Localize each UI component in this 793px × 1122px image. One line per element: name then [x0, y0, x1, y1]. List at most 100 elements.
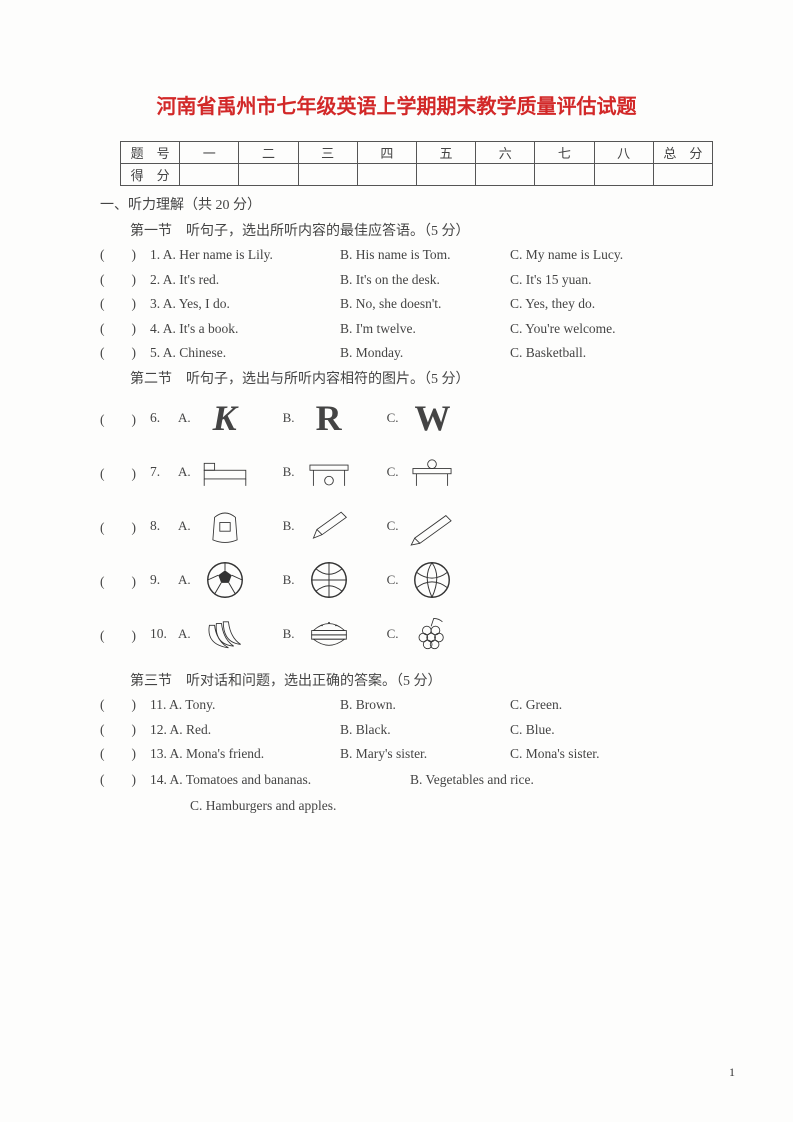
opt-c: C. Green. [510, 694, 693, 716]
soccer-ball-icon [197, 556, 253, 604]
question-row: ( ) 5. A. Chinese. B. Monday. C. Basketb… [100, 342, 693, 364]
answer-blank: ( ) [100, 408, 150, 428]
cell: 五 [416, 142, 475, 164]
opt-a: A. Her name is Lily. [163, 247, 273, 262]
cell: 得 分 [121, 164, 180, 186]
blank-spacer [100, 795, 150, 817]
question-row: ( ) 14. A. Tomatoes and bananas. B. Vege… [100, 768, 693, 792]
qnum: 11. [150, 697, 166, 712]
opt-c: C. My name is Lucy. [510, 244, 693, 266]
answer-blank: ( ) [100, 293, 150, 315]
part3-heading: 第三节 听对话和问题，选出正确的答案。（5 分） [130, 670, 693, 690]
picture-row: ( ) 6. A. K B. R C. W [100, 394, 693, 442]
qnum: 10. [150, 626, 178, 642]
opt-b: B. I'm twelve. [340, 318, 510, 340]
cell: 一 [180, 142, 239, 164]
opt-a: A. It's red. [163, 272, 219, 287]
section-heading: 一、听力理解（共 20 分） [100, 194, 693, 214]
picture-row: ( ) 10. A. B. C. [100, 610, 693, 658]
answer-blank: ( ) [100, 768, 150, 792]
opt-c: C. Yes, they do. [510, 293, 693, 315]
qnum: 8. [150, 518, 178, 534]
answer-blank: ( ) [100, 462, 150, 482]
opt-b: B. Brown. [340, 694, 510, 716]
pic-label: C. [387, 518, 399, 534]
pic-label: A. [178, 518, 191, 534]
pic-label: B. [283, 626, 295, 642]
answer-blank: ( ) [100, 516, 150, 536]
pic-label: C. [387, 410, 399, 426]
answer-blank: ( ) [100, 624, 150, 644]
opt-a: A. Chinese. [163, 345, 226, 360]
qnum: 13. [150, 746, 167, 761]
opt-a: A. It's a book. [163, 321, 239, 336]
pen-icon [301, 502, 357, 550]
question-row: ( ) 1. A. Her name is Lily. B. His name … [100, 244, 693, 266]
cell: 六 [476, 142, 535, 164]
opt-a: A. Red. [170, 722, 212, 737]
qnum: 12. [150, 722, 167, 737]
part1-heading: 第一节 听句子，选出所听内容的最佳应答语。（5 分） [130, 220, 693, 240]
opt-b: B. No, she doesn't. [340, 293, 510, 315]
opt-c: C. Mona's sister. [510, 743, 693, 765]
part2-heading: 第二节 听句子，选出与所听内容相符的图片。（5 分） [130, 368, 693, 388]
desk-ball-on-icon [404, 448, 460, 496]
qnum: 2. [150, 272, 160, 287]
answer-blank: ( ) [100, 318, 150, 340]
desk-ball-under-icon [301, 448, 357, 496]
question-row-cont: C. Hamburgers and apples. [100, 795, 693, 817]
page-title: 河南省禹州市七年级英语上学期期末教学质量评估试题 [100, 90, 693, 119]
qnum: 6. [150, 410, 178, 426]
answer-blank: ( ) [100, 342, 150, 364]
qnum: 1. [150, 247, 160, 262]
bed-icon [197, 448, 253, 496]
letter-w-icon: W [404, 394, 460, 442]
grapes-icon [404, 610, 460, 658]
pic-label: C. [387, 572, 399, 588]
answer-blank: ( ) [100, 719, 150, 741]
qnum: 5. [150, 345, 160, 360]
opt-b: B. His name is Tom. [340, 244, 510, 266]
bananas-icon [197, 610, 253, 658]
opt-c: C. Hamburgers and apples. [190, 795, 336, 817]
pic-label: C. [387, 626, 399, 642]
picture-row: ( ) 7. A. B. C. [100, 448, 693, 496]
qnum: 7. [150, 464, 178, 480]
hamburger-icon [301, 610, 357, 658]
page-number: 1 [729, 1065, 735, 1080]
picture-row: ( ) 9. A. B. C. [100, 556, 693, 604]
answer-blank: ( ) [100, 743, 150, 765]
answer-blank: ( ) [100, 269, 150, 291]
picture-row: ( ) 8. A. B. C. [100, 502, 693, 550]
cell: 八 [594, 142, 653, 164]
opt-c: C. It's 15 yuan. [510, 269, 693, 291]
volleyball-icon [404, 556, 460, 604]
qnum: 3. [150, 296, 160, 311]
opt-b: B. Mary's sister. [340, 743, 510, 765]
answer-blank: ( ) [100, 694, 150, 716]
question-row: ( ) 2. A. It's red. B. It's on the desk.… [100, 269, 693, 291]
opt-b: B. Vegetables and rice. [410, 768, 610, 792]
table-row: 题 号 一 二 三 四 五 六 七 八 总 分 [121, 142, 713, 164]
pic-label: A. [178, 464, 191, 480]
schoolbag-icon [197, 502, 253, 550]
pic-label: B. [283, 410, 295, 426]
pic-label: C. [387, 464, 399, 480]
opt-b: B. Black. [340, 719, 510, 741]
pic-label: A. [178, 572, 191, 588]
qnum: 4. [150, 321, 160, 336]
opt-c: C. Blue. [510, 719, 693, 741]
opt-b: B. Monday. [340, 342, 510, 364]
qnum: 14. [150, 772, 167, 787]
question-row: ( ) 12. A. Red. B. Black. C. Blue. [100, 719, 693, 741]
question-row: ( ) 11. A. Tony. B. Brown. C. Green. [100, 694, 693, 716]
opt-a: A. Yes, I do. [163, 296, 230, 311]
cell: 总 分 [653, 142, 712, 164]
cell: 七 [535, 142, 594, 164]
cell: 题 号 [121, 142, 180, 164]
question-row: ( ) 3. A. Yes, I do. B. No, she doesn't.… [100, 293, 693, 315]
opt-a: A. Mona's friend. [170, 746, 265, 761]
opt-c: C. You're welcome. [510, 318, 693, 340]
letter-k-icon: K [197, 394, 253, 442]
cell [180, 164, 239, 186]
